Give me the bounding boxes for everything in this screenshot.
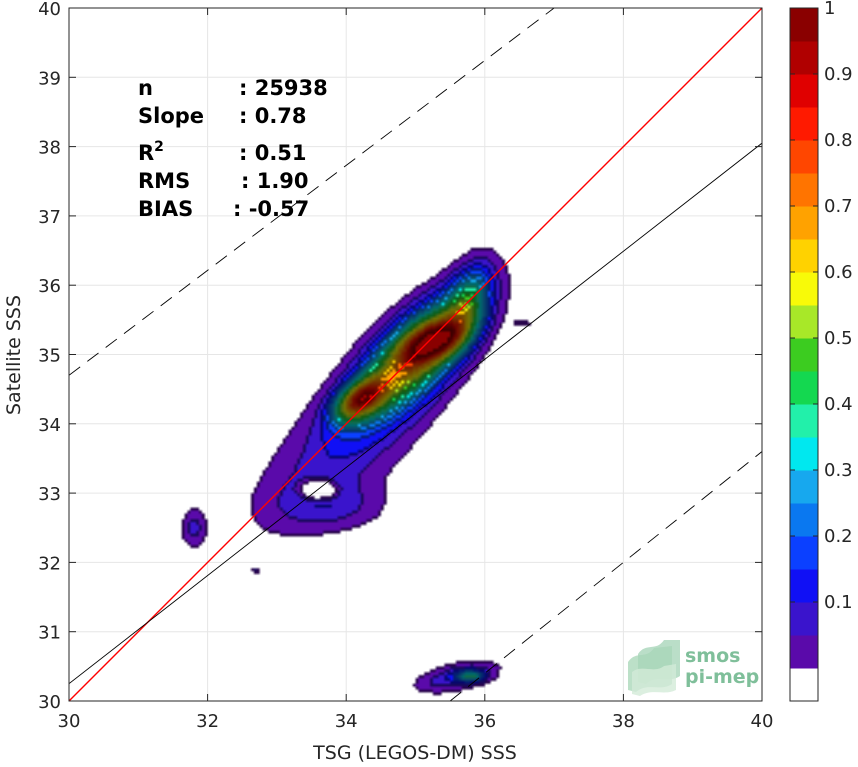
colorbar-swatch-18 <box>790 74 818 108</box>
x-tick-label-4: 38 <box>612 711 635 732</box>
statistics-box: n : 25938 Slope : 0.78 R2 : 0.51 RMS : 1… <box>138 76 328 221</box>
x-tick-label-3: 36 <box>473 711 496 732</box>
colorbar-swatch-16 <box>790 140 818 174</box>
colorbar-tick-label-7: 0.8 <box>824 130 853 151</box>
colorbar-swatch-11 <box>790 305 818 339</box>
stat-n-value: : 25938 <box>239 76 328 100</box>
colorbar-swatch-0 <box>790 668 818 702</box>
colorbar-swatch-17 <box>790 107 818 141</box>
colorbar-swatch-1 <box>790 635 818 669</box>
colorbar-tick-label-5: 0.6 <box>824 262 853 283</box>
x-tick-label-2: 34 <box>335 711 358 732</box>
logo-line2: pi-mep <box>685 666 759 688</box>
colorbar-tick-label-3: 0.4 <box>824 394 853 415</box>
colorbar-swatch-8 <box>790 404 818 438</box>
colorbar-tick-label-9: 1 <box>824 0 835 19</box>
colorbar-tick-label-4: 0.5 <box>824 328 853 349</box>
y-axis-ticks: 30 31 32 33 34 35 36 37 38 39 40 <box>38 0 762 713</box>
colorbar-ticks: 0.1 0.2 0.3 0.4 0.5 0.6 0.7 0.8 0.9 1 <box>790 0 853 613</box>
stat-bias-label: BIAS <box>138 197 193 221</box>
logo-line1: smos <box>685 645 740 667</box>
stat-slope-value: : 0.78 <box>239 104 307 128</box>
colorbar-swatch-6 <box>790 470 818 504</box>
y-tick-label-1: 31 <box>38 623 61 644</box>
stat-r2-value: : 0.51 <box>239 141 307 165</box>
y-tick-label-5: 35 <box>38 346 61 367</box>
stat-n-label: n <box>138 76 153 100</box>
colorbar-swatches <box>790 8 818 702</box>
colorbar-tick-label-0: 0.1 <box>824 592 853 613</box>
y-tick-label-8: 38 <box>38 138 61 159</box>
colorbar-tick-label-1: 0.2 <box>824 526 853 547</box>
colorbar-swatch-9 <box>790 371 818 405</box>
stat-rms-label: RMS <box>138 169 190 193</box>
colorbar-swatch-12 <box>790 272 818 306</box>
lower-bound-line <box>449 451 762 701</box>
regression-line <box>69 142 762 685</box>
x-axis-ticks: 30 32 34 36 38 40 <box>58 8 774 732</box>
stat-slope-label: Slope <box>138 104 204 128</box>
y-tick-label-0: 30 <box>38 692 61 713</box>
smos-pi-mep-logo: smos pi-mep <box>628 640 759 696</box>
y-tick-label-4: 34 <box>38 415 61 436</box>
colorbar-swatch-15 <box>790 173 818 207</box>
colorbar-swatch-7 <box>790 437 818 471</box>
identity-line <box>69 8 762 701</box>
colorbar-tick-label-2: 0.3 <box>824 460 853 481</box>
colorbar-swatch-20 <box>790 8 818 42</box>
colorbar-swatch-13 <box>790 239 818 273</box>
y-tick-label-7: 37 <box>38 207 61 228</box>
colorbar-swatch-10 <box>790 338 818 372</box>
colorbar: 0.1 0.2 0.3 0.4 0.5 0.6 0.7 0.8 0.9 1 <box>789 0 853 702</box>
colorbar-tick-label-8: 0.9 <box>824 64 853 85</box>
y-tick-label-3: 33 <box>38 484 61 505</box>
x-tick-label-1: 32 <box>196 711 219 732</box>
colorbar-tick-label-6: 0.7 <box>824 196 853 217</box>
y-tick-label-2: 32 <box>38 553 61 574</box>
x-tick-label-5: 40 <box>751 711 774 732</box>
upper-bound-line <box>69 8 555 376</box>
x-axis-label: TSG (LEGOS-DM) SSS <box>312 742 517 764</box>
colorbar-swatch-2 <box>790 602 818 636</box>
logo-wave-icon <box>628 640 680 696</box>
x-tick-label-0: 30 <box>58 711 81 732</box>
colorbar-swatch-4 <box>790 536 818 570</box>
colorbar-swatch-3 <box>790 569 818 603</box>
colorbar-swatch-5 <box>790 503 818 537</box>
stat-bias-value: : -0.57 <box>233 197 309 221</box>
y-tick-label-6: 36 <box>38 276 61 297</box>
y-tick-label-9: 39 <box>38 68 61 89</box>
colorbar-swatch-19 <box>790 41 818 75</box>
y-axis-label: Satellite SSS <box>3 295 25 415</box>
colorbar-swatch-14 <box>790 206 818 240</box>
stat-rms-value: : 1.90 <box>241 169 309 193</box>
reference-lines <box>69 8 762 701</box>
y-tick-label-10: 40 <box>38 0 61 20</box>
colorbar-frame <box>789 7 819 702</box>
